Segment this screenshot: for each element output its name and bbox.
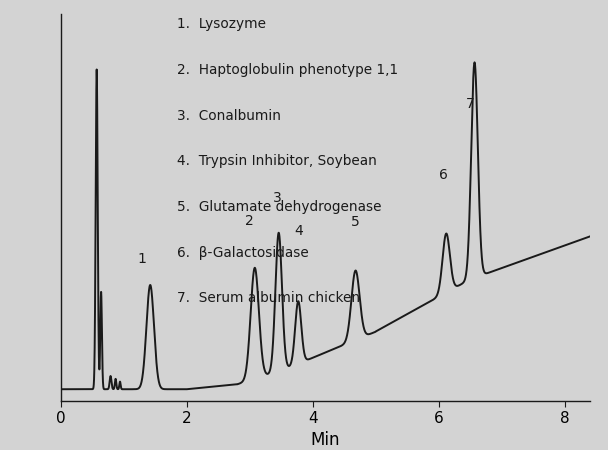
Text: 2: 2 <box>246 214 254 228</box>
Text: 2.  Haptoglobulin phenotype 1,1: 2. Haptoglobulin phenotype 1,1 <box>177 63 398 77</box>
Text: 5.  Glutamate dehydrogenase: 5. Glutamate dehydrogenase <box>177 200 382 214</box>
Text: 7.  Serum albumin chicken: 7. Serum albumin chicken <box>177 291 361 306</box>
Text: 6: 6 <box>438 168 447 182</box>
Text: 3: 3 <box>273 191 282 205</box>
Text: 6.  β-Galactosidase: 6. β-Galactosidase <box>177 246 309 260</box>
Text: 4: 4 <box>294 224 303 238</box>
Text: 5: 5 <box>351 216 360 230</box>
Text: 4.  Trypsin Inhibitor, Soybean: 4. Trypsin Inhibitor, Soybean <box>177 154 377 168</box>
Text: 1: 1 <box>137 252 146 266</box>
Text: 3.  Conalbumin: 3. Conalbumin <box>177 109 281 123</box>
Text: 7: 7 <box>466 97 474 111</box>
X-axis label: Min: Min <box>311 432 340 450</box>
Text: 1.  Lysozyme: 1. Lysozyme <box>177 18 266 32</box>
